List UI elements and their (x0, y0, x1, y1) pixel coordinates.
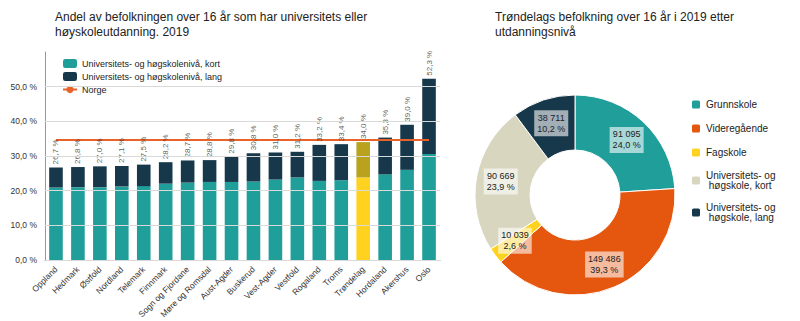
svg-text:Møre og Romsdal: Møre og Romsdal (158, 264, 214, 320)
svg-text:28,7 %: 28,7 % (183, 133, 192, 158)
svg-text:27,1 %: 27,1 % (117, 138, 126, 163)
svg-text:27,0 %: 27,0 % (95, 138, 104, 163)
svg-text:Andel av befolkningen over 16: Andel av befolkningen over 16 år som har… (55, 10, 371, 24)
svg-text:33,2 %: 33,2 % (315, 117, 324, 142)
svg-text:Akershus: Akershus (379, 264, 411, 296)
svg-text:28,8 %: 28,8 % (205, 132, 214, 157)
svg-text:29,8 %: 29,8 % (227, 129, 236, 154)
svg-text:Østfold: Østfold (77, 264, 104, 291)
svg-text:26,8 %: 26,8 % (73, 139, 82, 164)
svg-text:Rogaland: Rogaland (290, 264, 323, 297)
svg-text:33,4 %: 33,4 % (337, 116, 346, 141)
svg-text:Vest-Agder: Vest-Agder (242, 264, 279, 301)
svg-text:høgskole, lang: høgskole, lang (706, 212, 774, 223)
svg-text:0,0 %: 0,0 % (15, 255, 37, 265)
svg-text:90 669: 90 669 (487, 171, 515, 181)
svg-text:39,3 %: 39,3 % (590, 265, 618, 275)
svg-text:Trøndelag: Trøndelag (332, 264, 367, 299)
svg-text:Hordaland: Hordaland (353, 264, 389, 300)
svg-text:35,3 %: 35,3 % (381, 110, 390, 135)
svg-text:Fagskole: Fagskole (706, 147, 747, 158)
svg-text:38 711: 38 711 (538, 113, 565, 123)
svg-text:Aust-Agder: Aust-Agder (198, 264, 236, 302)
svg-text:10 039: 10 039 (501, 230, 529, 240)
svg-text:Telemark: Telemark (115, 264, 148, 296)
svg-text:20,0 %: 20,0 % (11, 186, 38, 196)
svg-text:Norge: Norge (82, 84, 107, 95)
svg-text:Sogn og Fjordane: Sogn og Fjordane (136, 264, 192, 320)
svg-text:Troms: Troms (320, 264, 345, 289)
svg-text:10,0 %: 10,0 % (11, 220, 38, 230)
svg-text:2,6 %: 2,6 % (503, 241, 526, 251)
svg-text:Universitets- og høgskolenivå,: Universitets- og høgskolenivå, kort (82, 59, 221, 69)
svg-text:utdanningsnivå: utdanningsnivå (495, 25, 576, 39)
svg-text:26,7 %: 26,7 % (51, 139, 60, 164)
svg-text:Videregående: Videregående (706, 123, 769, 134)
svg-text:28,2 %: 28,2 % (161, 134, 170, 159)
svg-text:34,0 %: 34,0 % (359, 114, 368, 139)
svg-text:23,9 %: 23,9 % (487, 182, 515, 192)
svg-text:Trøndelags befolkning over 16: Trøndelags befolkning over 16 år i 2019 … (495, 10, 737, 24)
svg-text:Oppland: Oppland (29, 264, 60, 295)
svg-text:Universitets- og: Universitets- og (706, 170, 776, 181)
svg-text:149 486: 149 486 (588, 254, 621, 264)
svg-text:27,5 %: 27,5 % (139, 137, 148, 162)
svg-text:31,0 %: 31,0 % (271, 125, 280, 150)
svg-text:Universitets- og: Universitets- og (706, 202, 776, 213)
svg-text:91 095: 91 095 (613, 129, 641, 139)
svg-text:40,0 %: 40,0 % (11, 116, 38, 126)
svg-text:30,8 %: 30,8 % (249, 125, 258, 150)
svg-text:24,0 %: 24,0 % (613, 140, 641, 150)
svg-text:Oslo: Oslo (413, 264, 433, 284)
svg-text:Nordland: Nordland (93, 264, 126, 296)
svg-text:30,0 %: 30,0 % (11, 151, 38, 161)
svg-text:Vestfold: Vestfold (272, 264, 301, 293)
svg-text:Universitets- og høgskolenivå,: Universitets- og høgskolenivå, lang (82, 72, 222, 82)
svg-text:52,3 %: 52,3 % (425, 51, 434, 76)
svg-text:Buskerud: Buskerud (224, 264, 257, 297)
svg-text:50,0 %: 50,0 % (11, 82, 38, 92)
svg-text:39,0 %: 39,0 % (403, 97, 412, 122)
svg-text:høgskole, kort: høgskole, kort (706, 180, 772, 191)
svg-text:høyskoleutdanning. 2019: høyskoleutdanning. 2019 (55, 25, 189, 39)
svg-text:Finnmark: Finnmark (137, 264, 170, 297)
svg-text:31,2 %: 31,2 % (293, 124, 302, 149)
svg-text:Hedmark: Hedmark (50, 264, 82, 296)
svg-text:10,2 %: 10,2 % (537, 124, 565, 134)
svg-text:Grunnskole: Grunnskole (706, 99, 758, 110)
